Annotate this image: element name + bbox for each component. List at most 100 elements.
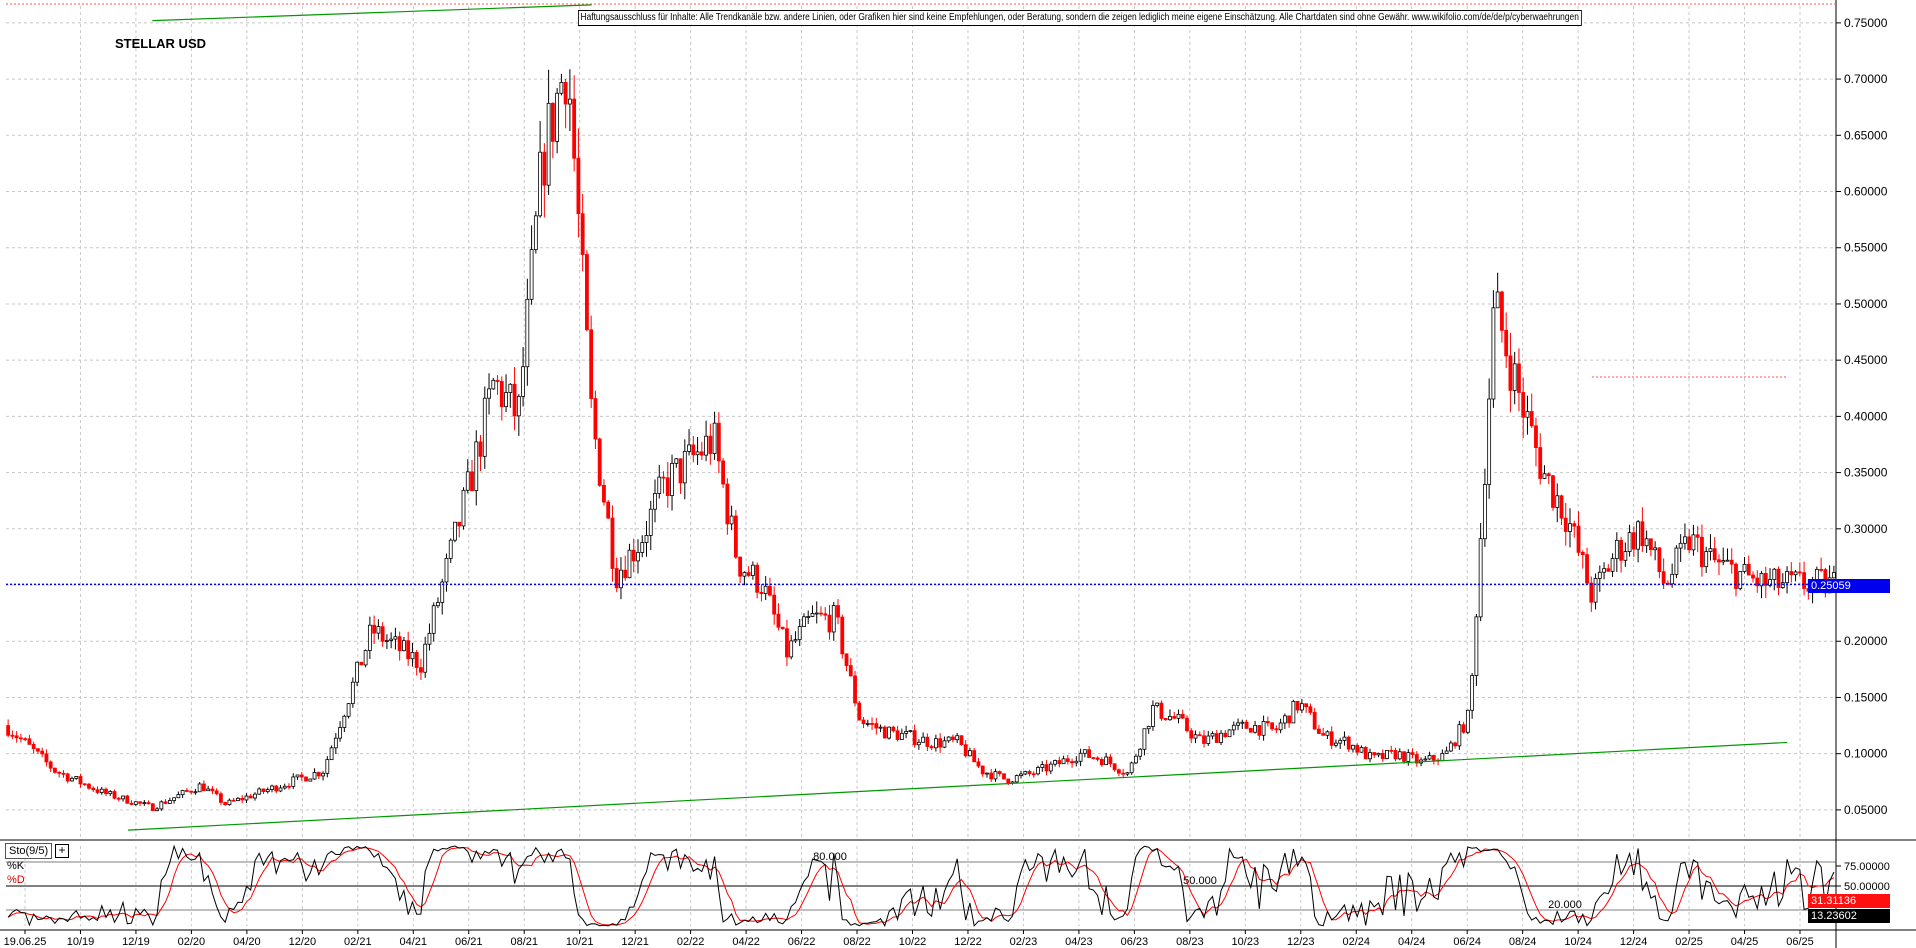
candle-body bbox=[1427, 755, 1432, 760]
candle-body bbox=[1555, 495, 1560, 508]
candle-body bbox=[1517, 363, 1521, 393]
candle-body bbox=[853, 675, 857, 704]
candle-body bbox=[1193, 734, 1198, 739]
candle-body bbox=[1504, 329, 1509, 357]
candle-body bbox=[1236, 722, 1240, 726]
candle-body bbox=[1627, 532, 1632, 552]
candle-body bbox=[665, 477, 670, 497]
candle-body bbox=[768, 585, 772, 596]
candle-body bbox=[95, 789, 100, 793]
candle-body bbox=[1027, 771, 1032, 775]
candle-body bbox=[1457, 724, 1462, 747]
candle-body bbox=[1717, 559, 1721, 563]
candle-body bbox=[1593, 578, 1598, 603]
candle-body bbox=[397, 636, 402, 652]
candle-body bbox=[589, 329, 594, 399]
candle-body bbox=[1597, 571, 1602, 579]
candle-body bbox=[1044, 764, 1049, 772]
x-tick-label: 06/23 bbox=[1121, 936, 1149, 948]
candle-body bbox=[214, 790, 219, 795]
candle-body bbox=[10, 734, 15, 737]
candle-body bbox=[1138, 748, 1143, 757]
candle-body bbox=[1623, 551, 1628, 561]
candle-body bbox=[1206, 735, 1211, 744]
x-tick-label: 04/22 bbox=[732, 936, 760, 948]
candle-body bbox=[1338, 739, 1343, 744]
add-indicator-icon[interactable]: + bbox=[55, 844, 69, 858]
candle-body bbox=[36, 748, 40, 752]
candle-body bbox=[670, 463, 674, 497]
candle-body bbox=[1159, 702, 1164, 719]
candle-body bbox=[465, 471, 470, 491]
candle-body bbox=[87, 783, 91, 789]
candle-body bbox=[1487, 398, 1492, 485]
candle-body bbox=[1482, 484, 1487, 540]
candle-body bbox=[57, 772, 62, 774]
candle-body bbox=[1151, 705, 1155, 727]
candle-body bbox=[772, 594, 777, 615]
candle-body bbox=[1070, 761, 1074, 764]
candle-body bbox=[1321, 733, 1326, 736]
candle-body bbox=[133, 801, 138, 805]
candle-body bbox=[657, 476, 662, 494]
candle-body bbox=[623, 569, 628, 579]
candle-body bbox=[504, 392, 508, 408]
candle-body bbox=[827, 614, 832, 633]
candle-body bbox=[282, 785, 287, 789]
candle-body bbox=[1274, 728, 1279, 731]
candle-body bbox=[776, 613, 781, 628]
candle-body bbox=[1431, 755, 1436, 761]
candle-body bbox=[1036, 767, 1040, 775]
y-tick-label: 0.30000 bbox=[1844, 522, 1888, 536]
x-tick-label: 12/20 bbox=[289, 936, 317, 948]
candle-body bbox=[1197, 734, 1202, 737]
candle-body bbox=[695, 451, 700, 456]
candle-body bbox=[525, 298, 530, 368]
candle-body bbox=[448, 539, 453, 559]
indicator-name[interactable]: Sto(9/5) bbox=[5, 843, 53, 859]
candle-body bbox=[763, 585, 768, 594]
candle-body bbox=[1291, 700, 1296, 724]
candle-body bbox=[257, 788, 262, 795]
candle-body bbox=[27, 738, 32, 745]
candle-body bbox=[1708, 548, 1713, 552]
candle-body bbox=[1465, 709, 1470, 733]
x-tick-label: 04/23 bbox=[1065, 936, 1093, 948]
candle-body bbox=[1163, 718, 1168, 721]
candle-body bbox=[938, 738, 943, 748]
candle-body bbox=[1053, 760, 1057, 765]
candle-body bbox=[993, 771, 998, 780]
candle-body bbox=[491, 379, 496, 390]
candle-body bbox=[1112, 763, 1117, 771]
candle-body bbox=[585, 254, 589, 331]
x-tick-label: 10/21 bbox=[566, 936, 594, 948]
candle-body bbox=[227, 799, 232, 806]
candle-body bbox=[1253, 725, 1257, 733]
y-tick-label: 0.70000 bbox=[1844, 72, 1888, 86]
candle-body bbox=[1091, 757, 1096, 759]
candle-body bbox=[725, 483, 730, 525]
candle-body bbox=[895, 730, 900, 740]
x-tick-label: 02/23 bbox=[1010, 936, 1038, 948]
candle-body bbox=[1129, 762, 1134, 774]
candle-body bbox=[99, 788, 104, 793]
indicator-level-label: 80.000 bbox=[813, 851, 847, 863]
candle-body bbox=[1785, 571, 1789, 584]
candle-body bbox=[1751, 574, 1755, 579]
candle-body bbox=[1146, 726, 1151, 730]
candle-body bbox=[329, 747, 334, 761]
candle-body bbox=[1695, 534, 1700, 538]
candle-body bbox=[997, 771, 1002, 775]
candle-body bbox=[1831, 572, 1836, 579]
candle-body bbox=[946, 736, 951, 742]
candle-body bbox=[261, 788, 266, 793]
candle-body bbox=[419, 667, 423, 673]
candle-body bbox=[567, 98, 572, 105]
x-tick-label: 02/22 bbox=[677, 936, 705, 948]
candle-body bbox=[542, 151, 547, 186]
candle-body bbox=[1248, 728, 1253, 733]
candle-body bbox=[1308, 706, 1313, 713]
candle-body bbox=[359, 661, 364, 666]
candle-body bbox=[785, 628, 789, 658]
candle-body bbox=[1576, 525, 1581, 553]
